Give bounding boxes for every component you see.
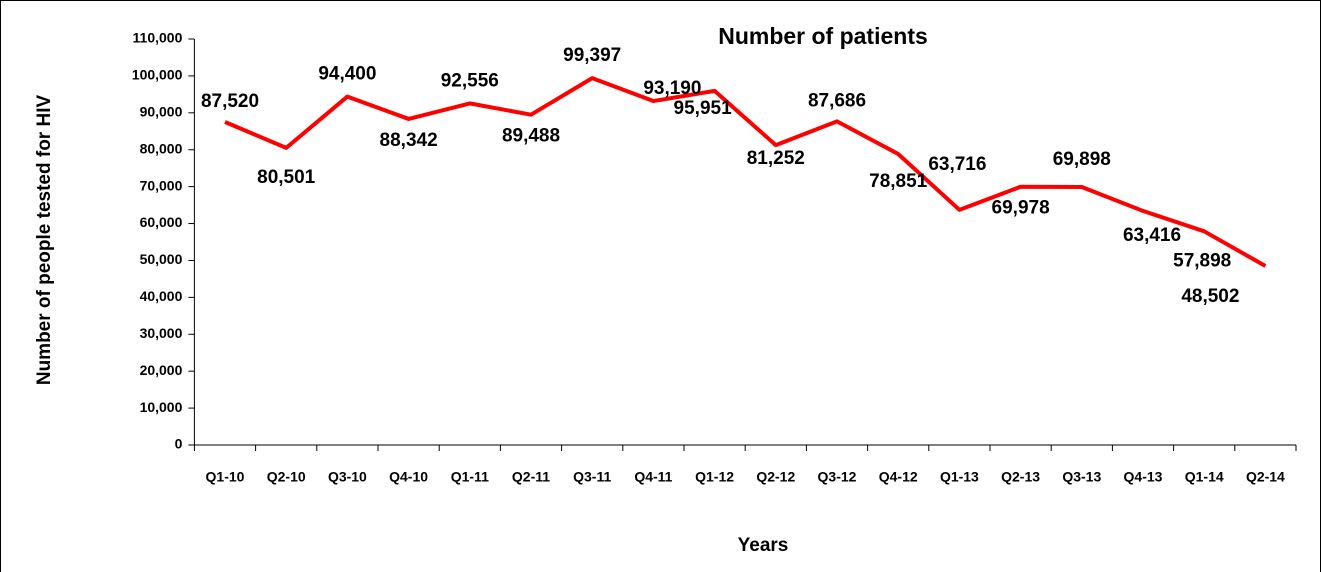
data-label: 92,556 [441, 70, 499, 91]
y-tick-label: 60,000 [140, 214, 183, 230]
x-tick-label: Q2-10 [267, 469, 306, 485]
data-label: 95,951 [674, 98, 733, 119]
data-label: 69,898 [1053, 149, 1111, 170]
data-label: 69,978 [992, 198, 1050, 219]
data-label: 81,252 [747, 148, 805, 169]
y-tick-label: 100,000 [132, 67, 183, 83]
data-label: 48,502 [1181, 286, 1239, 307]
x-tick-label: Q2-13 [1001, 469, 1040, 485]
x-tick-label: Q2-14 [1246, 469, 1285, 485]
y-tick-label: 80,000 [140, 140, 183, 156]
x-tick-label: Q1-10 [206, 469, 245, 485]
data-label: 78,851 [869, 171, 928, 192]
y-tick-label: 0 [175, 436, 183, 452]
data-label: 80,501 [257, 167, 316, 188]
chart-title: Number of patients [718, 23, 928, 49]
y-tick-label: 50,000 [140, 251, 183, 267]
data-line [224, 76, 1267, 268]
x-tick-label: Q1-11 [451, 469, 489, 485]
x-tick-label: Q2-12 [756, 469, 795, 485]
y-tick-label: 10,000 [140, 399, 183, 415]
x-tick-label: Q3-10 [328, 469, 367, 485]
y-tick-label: 20,000 [140, 362, 183, 378]
data-label: 63,716 [928, 154, 986, 175]
x-tick-label: Q4-11 [634, 469, 672, 485]
data-label: 57,898 [1173, 250, 1231, 271]
x-tick-label: Q1-14 [1185, 469, 1224, 485]
x-tick-label: Q2-11 [512, 469, 550, 485]
x-tick-label: Q3-11 [573, 469, 611, 485]
data-label: 87,686 [808, 90, 866, 111]
x-tick-label: Q4-10 [389, 469, 428, 485]
data-label: 99,397 [563, 45, 621, 66]
data-label: 94,400 [318, 64, 376, 85]
x-tick-label: Q1-12 [695, 469, 734, 485]
y-axis-label: Number of people tested for HIV [34, 95, 55, 386]
y-tick-label: 90,000 [140, 104, 183, 120]
x-tick-label: Q4-12 [879, 469, 918, 485]
data-label: 87,520 [201, 91, 259, 112]
data-label: 63,416 [1123, 225, 1181, 246]
x-axis-label: Years [738, 535, 789, 556]
y-tick-label: 30,000 [140, 325, 183, 341]
x-tick-label: Q3-13 [1062, 469, 1101, 485]
y-tick-label: 40,000 [140, 288, 183, 304]
data-label: 89,488 [502, 126, 560, 147]
x-tick-label: Q4-13 [1124, 469, 1163, 485]
y-tick-label: 110,000 [133, 30, 183, 46]
x-tick-label: Q1-13 [940, 469, 979, 485]
data-label: 93,190 [643, 78, 701, 99]
data-label: 88,342 [380, 130, 438, 151]
x-tick-label: Q3-12 [818, 469, 857, 485]
y-tick-label: 70,000 [140, 177, 183, 193]
